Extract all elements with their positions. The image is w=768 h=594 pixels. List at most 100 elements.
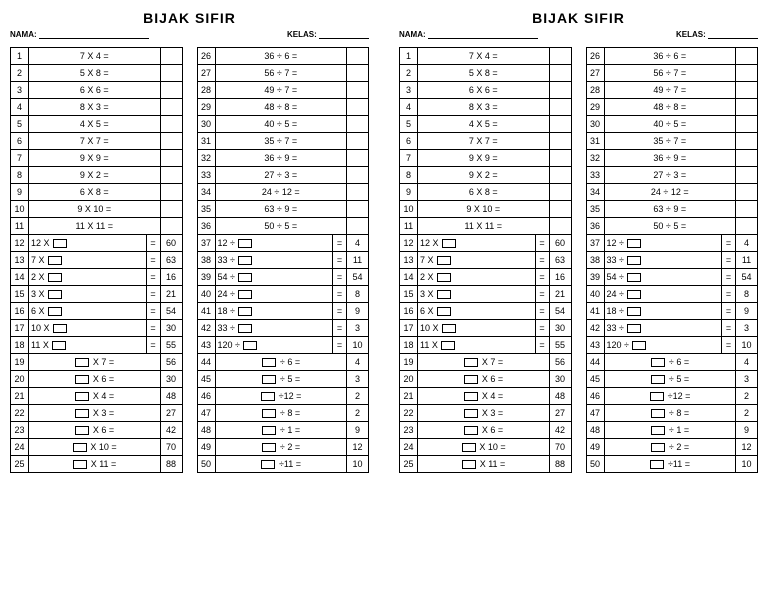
blank-box[interactable] xyxy=(462,443,476,452)
name-blank[interactable] xyxy=(39,38,149,39)
blank-box[interactable] xyxy=(238,273,252,282)
blank-box[interactable] xyxy=(651,358,665,367)
table-b: 26 36 ÷ 6 = 27 56 ÷ 7 = 28 49 ÷ 7 = 29 4… xyxy=(197,47,370,473)
blank-box[interactable] xyxy=(627,273,641,282)
problem-expression: 54 ÷ xyxy=(604,269,722,286)
problem-number: 50 xyxy=(586,456,604,473)
blank-box[interactable] xyxy=(627,324,641,333)
blank-box[interactable] xyxy=(651,443,665,452)
blank-box[interactable] xyxy=(238,324,252,333)
problem-expression: 24 ÷ 12 = xyxy=(604,184,736,201)
answer-cell xyxy=(160,167,182,184)
problem-number: 46 xyxy=(586,388,604,405)
answer-cell: 9 xyxy=(736,422,758,439)
blank-box[interactable] xyxy=(632,341,646,350)
blank-box[interactable] xyxy=(48,290,62,299)
class-blank[interactable] xyxy=(708,38,758,39)
blank-box[interactable] xyxy=(651,375,665,384)
answer-cell: 2 xyxy=(736,388,758,405)
problem-number: 28 xyxy=(197,82,215,99)
blank-box[interactable] xyxy=(243,341,257,350)
blank-box[interactable] xyxy=(238,256,252,265)
problem-number: 12 xyxy=(11,235,29,252)
problem-expression: 3 X xyxy=(29,286,147,303)
blank-box[interactable] xyxy=(238,239,252,248)
blank-box[interactable] xyxy=(262,375,276,384)
blank-box[interactable] xyxy=(261,392,275,401)
answer-cell: 16 xyxy=(549,269,571,286)
blank-box[interactable] xyxy=(442,239,456,248)
answer-cell: 9 xyxy=(736,303,758,320)
answer-cell: 63 xyxy=(549,252,571,269)
problem-expression: 5 X 8 = xyxy=(418,65,550,82)
blank-box[interactable] xyxy=(650,392,664,401)
blank-box[interactable] xyxy=(627,239,641,248)
blank-box[interactable] xyxy=(464,358,478,367)
blank-box[interactable] xyxy=(262,443,276,452)
blank-box[interactable] xyxy=(627,290,641,299)
problem-expression: 3 X xyxy=(418,286,536,303)
problem-number: 15 xyxy=(400,286,418,303)
blank-box[interactable] xyxy=(48,273,62,282)
problem-row: 18 11 X = 55 xyxy=(400,337,572,354)
equals-cell: = xyxy=(333,235,347,252)
problem-expression: ÷ 1 = xyxy=(215,422,347,439)
blank-box[interactable] xyxy=(464,409,478,418)
problem-expression: 24 ÷ 12 = xyxy=(215,184,347,201)
problem-number: 41 xyxy=(586,303,604,320)
blank-box[interactable] xyxy=(262,358,276,367)
problem-expression: X 11 = xyxy=(29,456,161,473)
blank-box[interactable] xyxy=(651,426,665,435)
blank-box[interactable] xyxy=(52,341,66,350)
blank-box[interactable] xyxy=(73,443,87,452)
blank-box[interactable] xyxy=(262,426,276,435)
equals-cell: = xyxy=(535,286,549,303)
blank-box[interactable] xyxy=(75,409,89,418)
problem-number: 20 xyxy=(11,371,29,388)
problem-row: 49 ÷ 2 = 12 xyxy=(586,439,758,456)
blank-box[interactable] xyxy=(464,375,478,384)
answer-cell xyxy=(549,116,571,133)
blank-box[interactable] xyxy=(53,239,67,248)
blank-box[interactable] xyxy=(437,273,451,282)
blank-box[interactable] xyxy=(627,307,641,316)
blank-box[interactable] xyxy=(53,324,67,333)
blank-box[interactable] xyxy=(441,341,455,350)
blank-box[interactable] xyxy=(627,256,641,265)
class-blank[interactable] xyxy=(319,38,369,39)
blank-box[interactable] xyxy=(75,375,89,384)
problem-row: 11 11 X 11 = xyxy=(400,218,572,235)
blank-box[interactable] xyxy=(48,307,62,316)
blank-box[interactable] xyxy=(442,324,456,333)
answer-cell: 21 xyxy=(549,286,571,303)
blank-box[interactable] xyxy=(75,392,89,401)
blank-box[interactable] xyxy=(437,256,451,265)
blank-box[interactable] xyxy=(48,256,62,265)
blank-box[interactable] xyxy=(262,409,276,418)
blank-box[interactable] xyxy=(73,460,87,469)
equals-cell: = xyxy=(333,269,347,286)
problem-row: 12 12 X = 60 xyxy=(11,235,183,252)
blank-box[interactable] xyxy=(650,460,664,469)
answer-cell: 3 xyxy=(347,371,369,388)
blank-box[interactable] xyxy=(261,460,275,469)
blank-box[interactable] xyxy=(462,460,476,469)
problem-row: 6 7 X 7 = xyxy=(11,133,183,150)
column-a: 1 7 X 4 = 2 5 X 8 = 3 6 X 6 = 4 8 X 3 = … xyxy=(399,47,572,473)
blank-box[interactable] xyxy=(437,307,451,316)
worksheet-title: BIJAK SIFIR xyxy=(399,10,758,26)
blank-box[interactable] xyxy=(238,290,252,299)
problem-row: 45 ÷ 5 = 3 xyxy=(586,371,758,388)
blank-box[interactable] xyxy=(75,358,89,367)
answer-cell: 12 xyxy=(347,439,369,456)
problem-number: 39 xyxy=(197,269,215,286)
problem-number: 20 xyxy=(400,371,418,388)
blank-box[interactable] xyxy=(75,426,89,435)
name-blank[interactable] xyxy=(428,38,538,39)
blank-box[interactable] xyxy=(437,290,451,299)
blank-box[interactable] xyxy=(238,307,252,316)
blank-box[interactable] xyxy=(464,392,478,401)
blank-box[interactable] xyxy=(651,409,665,418)
blank-box[interactable] xyxy=(464,426,478,435)
problem-number: 34 xyxy=(197,184,215,201)
